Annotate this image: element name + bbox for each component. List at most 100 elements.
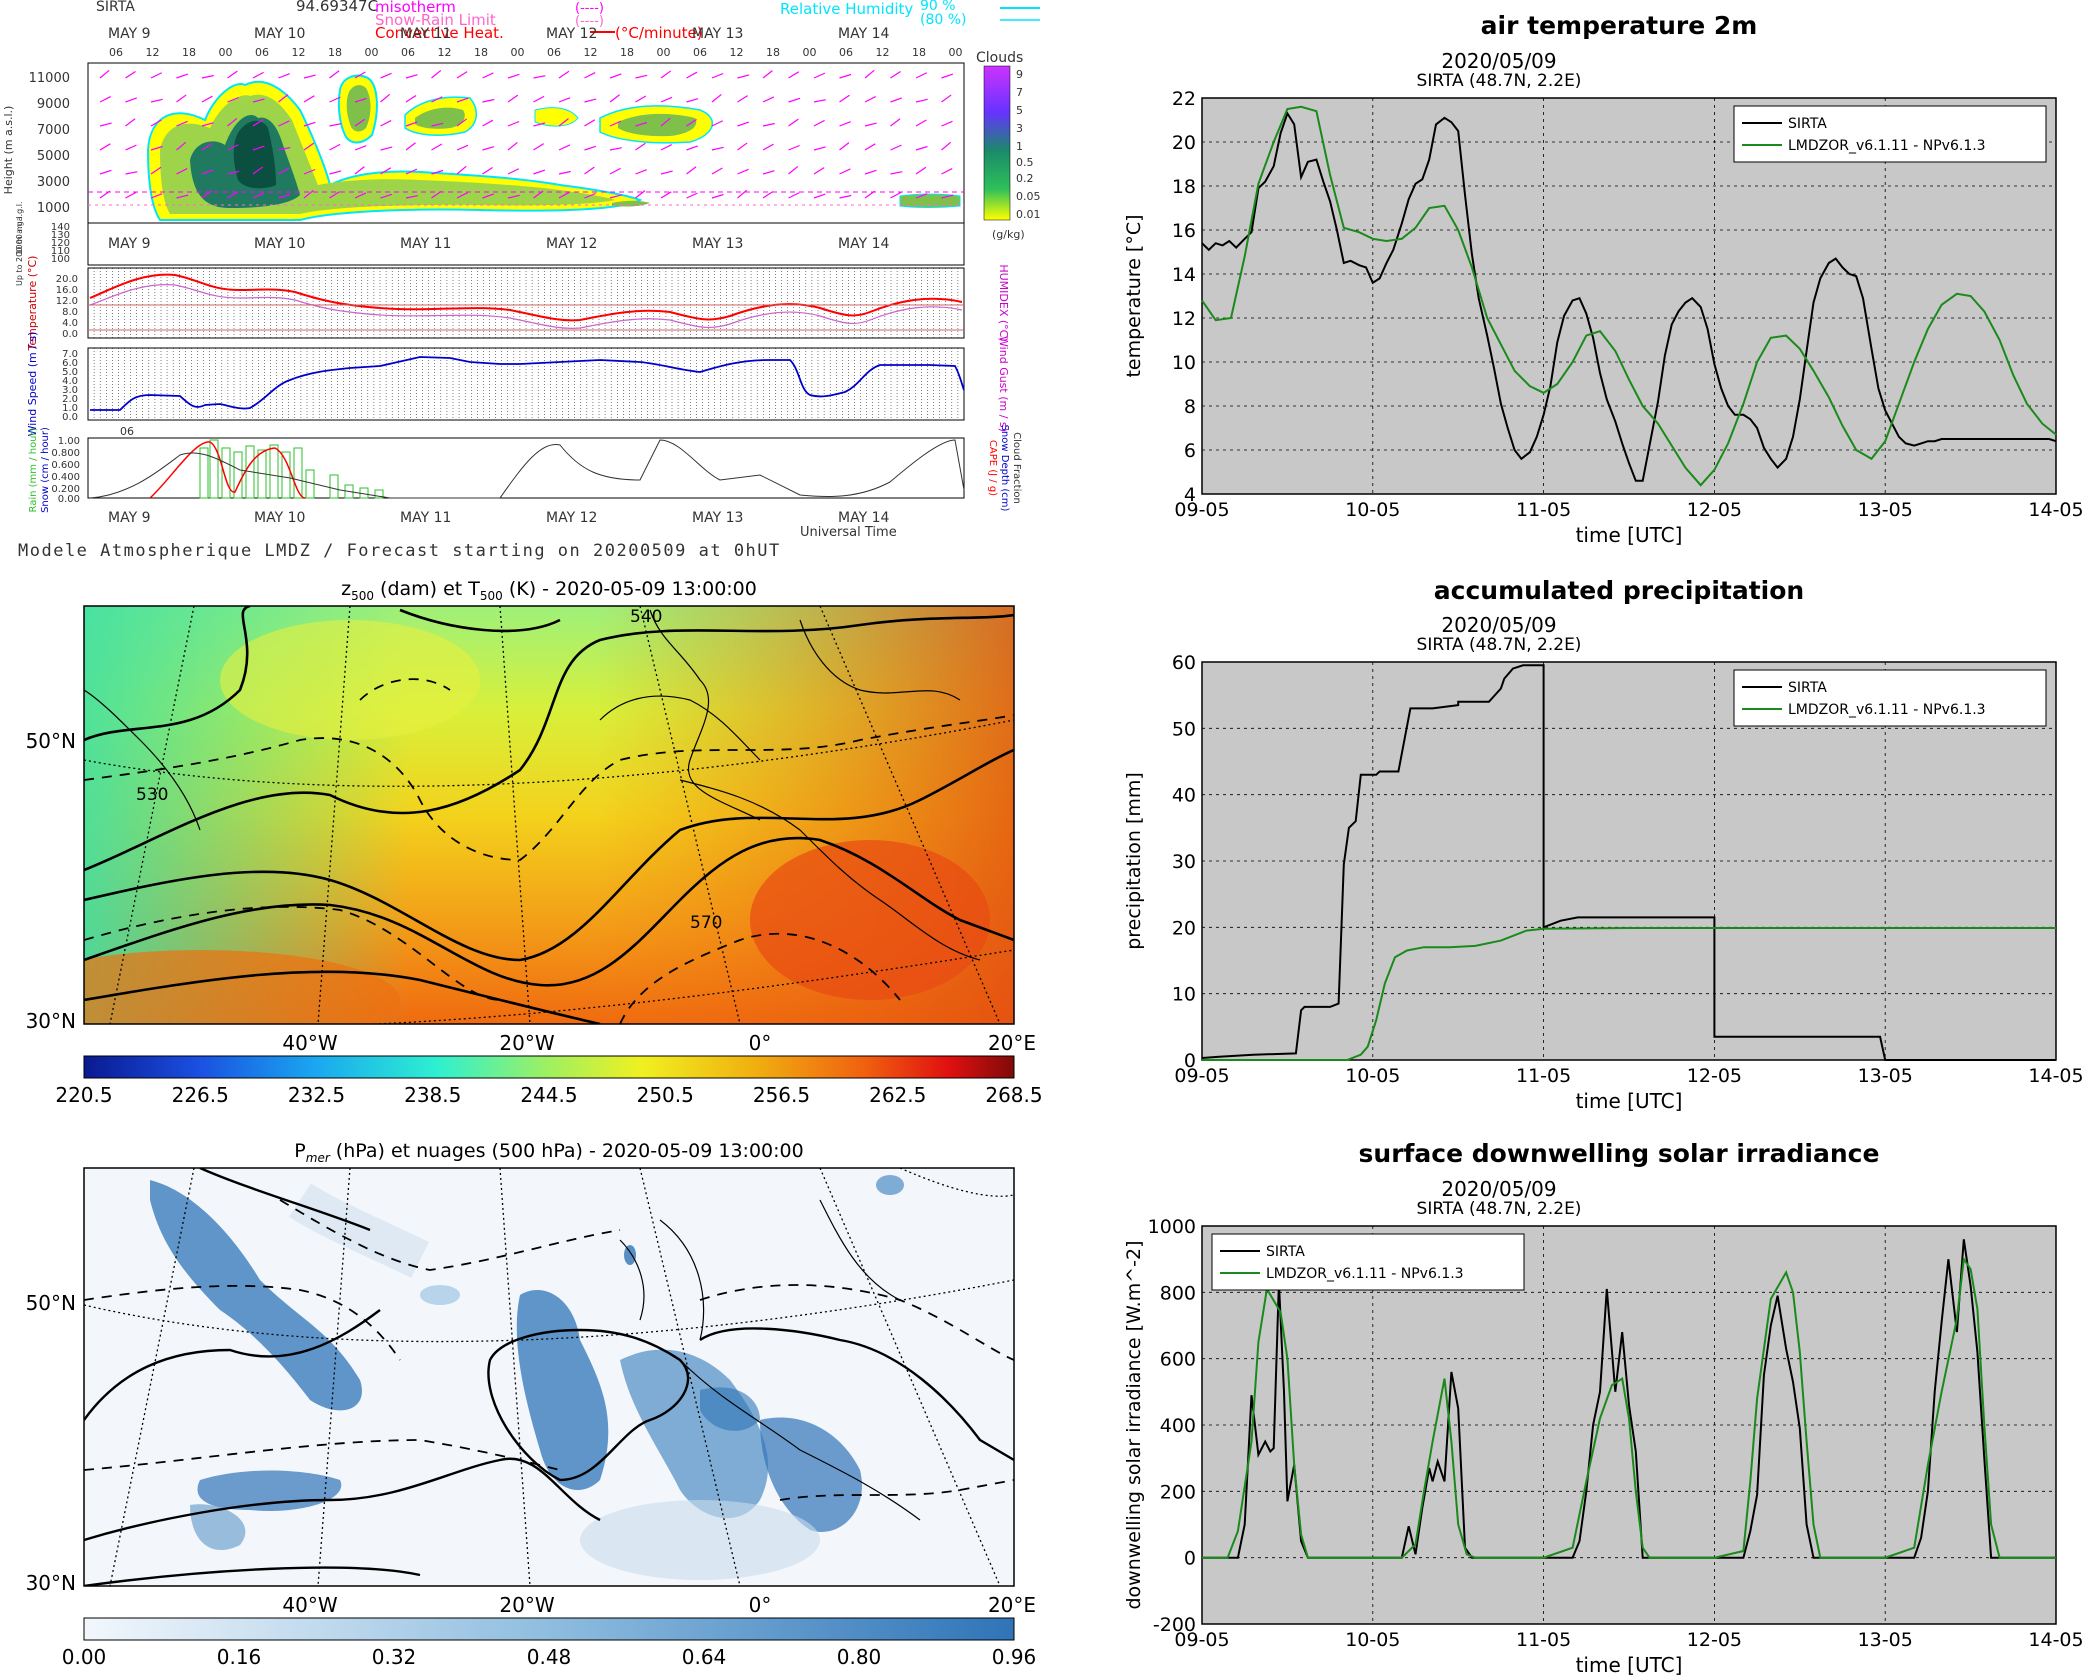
map1-colorbar	[83, 1055, 1015, 1079]
y-tick-label: 600	[1160, 1349, 1196, 1371]
x-tick-label: 12-05	[1687, 1629, 1742, 1651]
wind-arrow	[405, 168, 418, 175]
wind-arrow	[201, 169, 214, 175]
wind-arrow	[176, 120, 188, 127]
wind-arrow	[813, 99, 826, 103]
rain-tick-0: 1.00	[58, 436, 80, 447]
wind-arrow	[431, 122, 444, 127]
legend-convective: Convective Heat.	[375, 24, 504, 42]
y-tick-label: 12	[1172, 308, 1196, 330]
hour-label: 06	[693, 46, 707, 59]
wind-arrow	[584, 72, 596, 79]
day-label: MAY 9	[108, 26, 150, 42]
wind-arrow	[839, 194, 852, 199]
wind-arrow	[329, 143, 341, 151]
day-label: MAY 13	[692, 510, 743, 526]
x-tick-label: 12-05	[1687, 1065, 1742, 1087]
wind-arrow	[431, 69, 442, 79]
wind-arrow	[431, 143, 443, 151]
wind-arrow	[380, 93, 391, 103]
meteogram-station: SIRTA	[96, 0, 135, 15]
hour-label: 12	[438, 46, 452, 59]
rain-axis: Rain (mm / hour) Snow (cm / hour) CAPE (…	[28, 425, 1022, 513]
chart-title: accumulated precipitation	[1434, 576, 1804, 605]
wind-arrow	[201, 142, 213, 151]
hour-label: 18	[766, 46, 780, 59]
wind-arrow	[635, 169, 647, 175]
temp-tick-4: 4.0	[62, 318, 78, 329]
temperature-panel	[87, 267, 965, 339]
hour-label: 06	[109, 46, 123, 59]
wind-tick-0: 7.0	[62, 349, 78, 360]
day-labels-bottom: MAY 9 MAY 10 MAY 11 MAY 12 MAY 13 MAY 14	[108, 510, 889, 526]
wind-arrow	[609, 73, 622, 79]
map1-lat-50n: 50°N	[26, 729, 76, 753]
x-tick-label: 13-05	[1858, 1065, 1913, 1087]
snow-axis-label: Snow (cm / hour)	[40, 427, 51, 513]
height-tick-7000: 7000	[37, 123, 70, 138]
legend-rh-90: 90 %	[920, 0, 956, 14]
colorbar-tick: 262.5	[869, 1083, 926, 1107]
height-tick-5000: 5000	[37, 149, 70, 164]
day-label: MAY 9	[108, 236, 150, 252]
wind-arrow	[839, 94, 850, 103]
height-tick-1000: 1000	[37, 201, 70, 216]
wind-arrow	[278, 73, 290, 79]
y-tick-label: 4	[1184, 484, 1196, 506]
wind-arrow	[635, 190, 646, 199]
wind-arrow	[507, 141, 518, 151]
rain-axis-label: Rain (mm / hour)	[28, 427, 39, 512]
clouds-tick-6: 0.2	[1016, 172, 1034, 185]
wind-arrow	[431, 190, 442, 199]
wind-arrow	[941, 168, 953, 175]
wind-arrow	[635, 95, 647, 103]
series-line-model	[1201, 105, 2057, 487]
wind-arrow	[762, 70, 773, 79]
y-tick-label: 14	[1172, 264, 1196, 286]
wind-arrow	[99, 169, 112, 175]
wind-arrow	[941, 194, 954, 199]
wind-arrow	[507, 120, 520, 127]
height-sub-label: 1000 m a.g.l.	[15, 201, 24, 254]
hour-label: 18	[328, 46, 342, 59]
wind-arrow	[456, 165, 467, 175]
chart-date: 2020/05/09	[1441, 49, 1556, 73]
wind-arrow	[584, 192, 596, 199]
y-tick-label: 50	[1172, 718, 1196, 740]
day-label: MAY 14	[838, 510, 889, 526]
colorbar-tick: 0.16	[217, 1645, 262, 1669]
y-tick-label: 1000	[1148, 1216, 1196, 1238]
wind-arrow	[660, 170, 673, 175]
meteogram-legend-left: misotherm (----) Snow-Rain Limit (----) …	[375, 0, 703, 42]
wind-arrow	[456, 97, 469, 103]
chart-date: 2020/05/09	[1441, 1177, 1556, 1201]
hour-label: 12	[584, 46, 598, 59]
wind-arrow	[482, 72, 494, 79]
map2-lon-40w: 40°W	[282, 1593, 337, 1617]
wind-arrow	[252, 166, 264, 175]
y-tick-label: 400	[1160, 1415, 1196, 1437]
map1-contour-label-530: 530	[136, 785, 168, 805]
wind-arrow	[711, 167, 723, 175]
wind-arrow	[303, 189, 314, 199]
wind-arrow	[482, 166, 493, 175]
colorbar-tick: 250.5	[637, 1083, 694, 1107]
wind-arrow	[201, 122, 214, 127]
map2-lon-20e: 20°E	[988, 1593, 1036, 1617]
x-tick-label: 10-05	[1345, 499, 1400, 521]
height-tick-3000: 3000	[37, 175, 70, 190]
wind-arrow	[558, 118, 569, 127]
wind-speed-curve	[90, 356, 965, 411]
legend-misotherm: misotherm	[375, 0, 456, 16]
wind-arrow	[405, 195, 418, 199]
day-label: MAY 12	[546, 510, 597, 526]
clouds-tick-0: 9	[1016, 68, 1023, 81]
colorbar-tick: 268.5	[985, 1083, 1042, 1107]
wind-arrow	[354, 97, 367, 103]
low-tick-0: 140	[51, 222, 70, 233]
wind-arrow	[405, 94, 417, 103]
map2-colorbar-ticks: 0.00 0.16 0.32 0.48 0.64 0.80 0.96	[62, 1645, 1037, 1669]
x-tick-label: 11-05	[1516, 499, 1571, 521]
clouds-tick-5: 0.5	[1016, 156, 1034, 169]
